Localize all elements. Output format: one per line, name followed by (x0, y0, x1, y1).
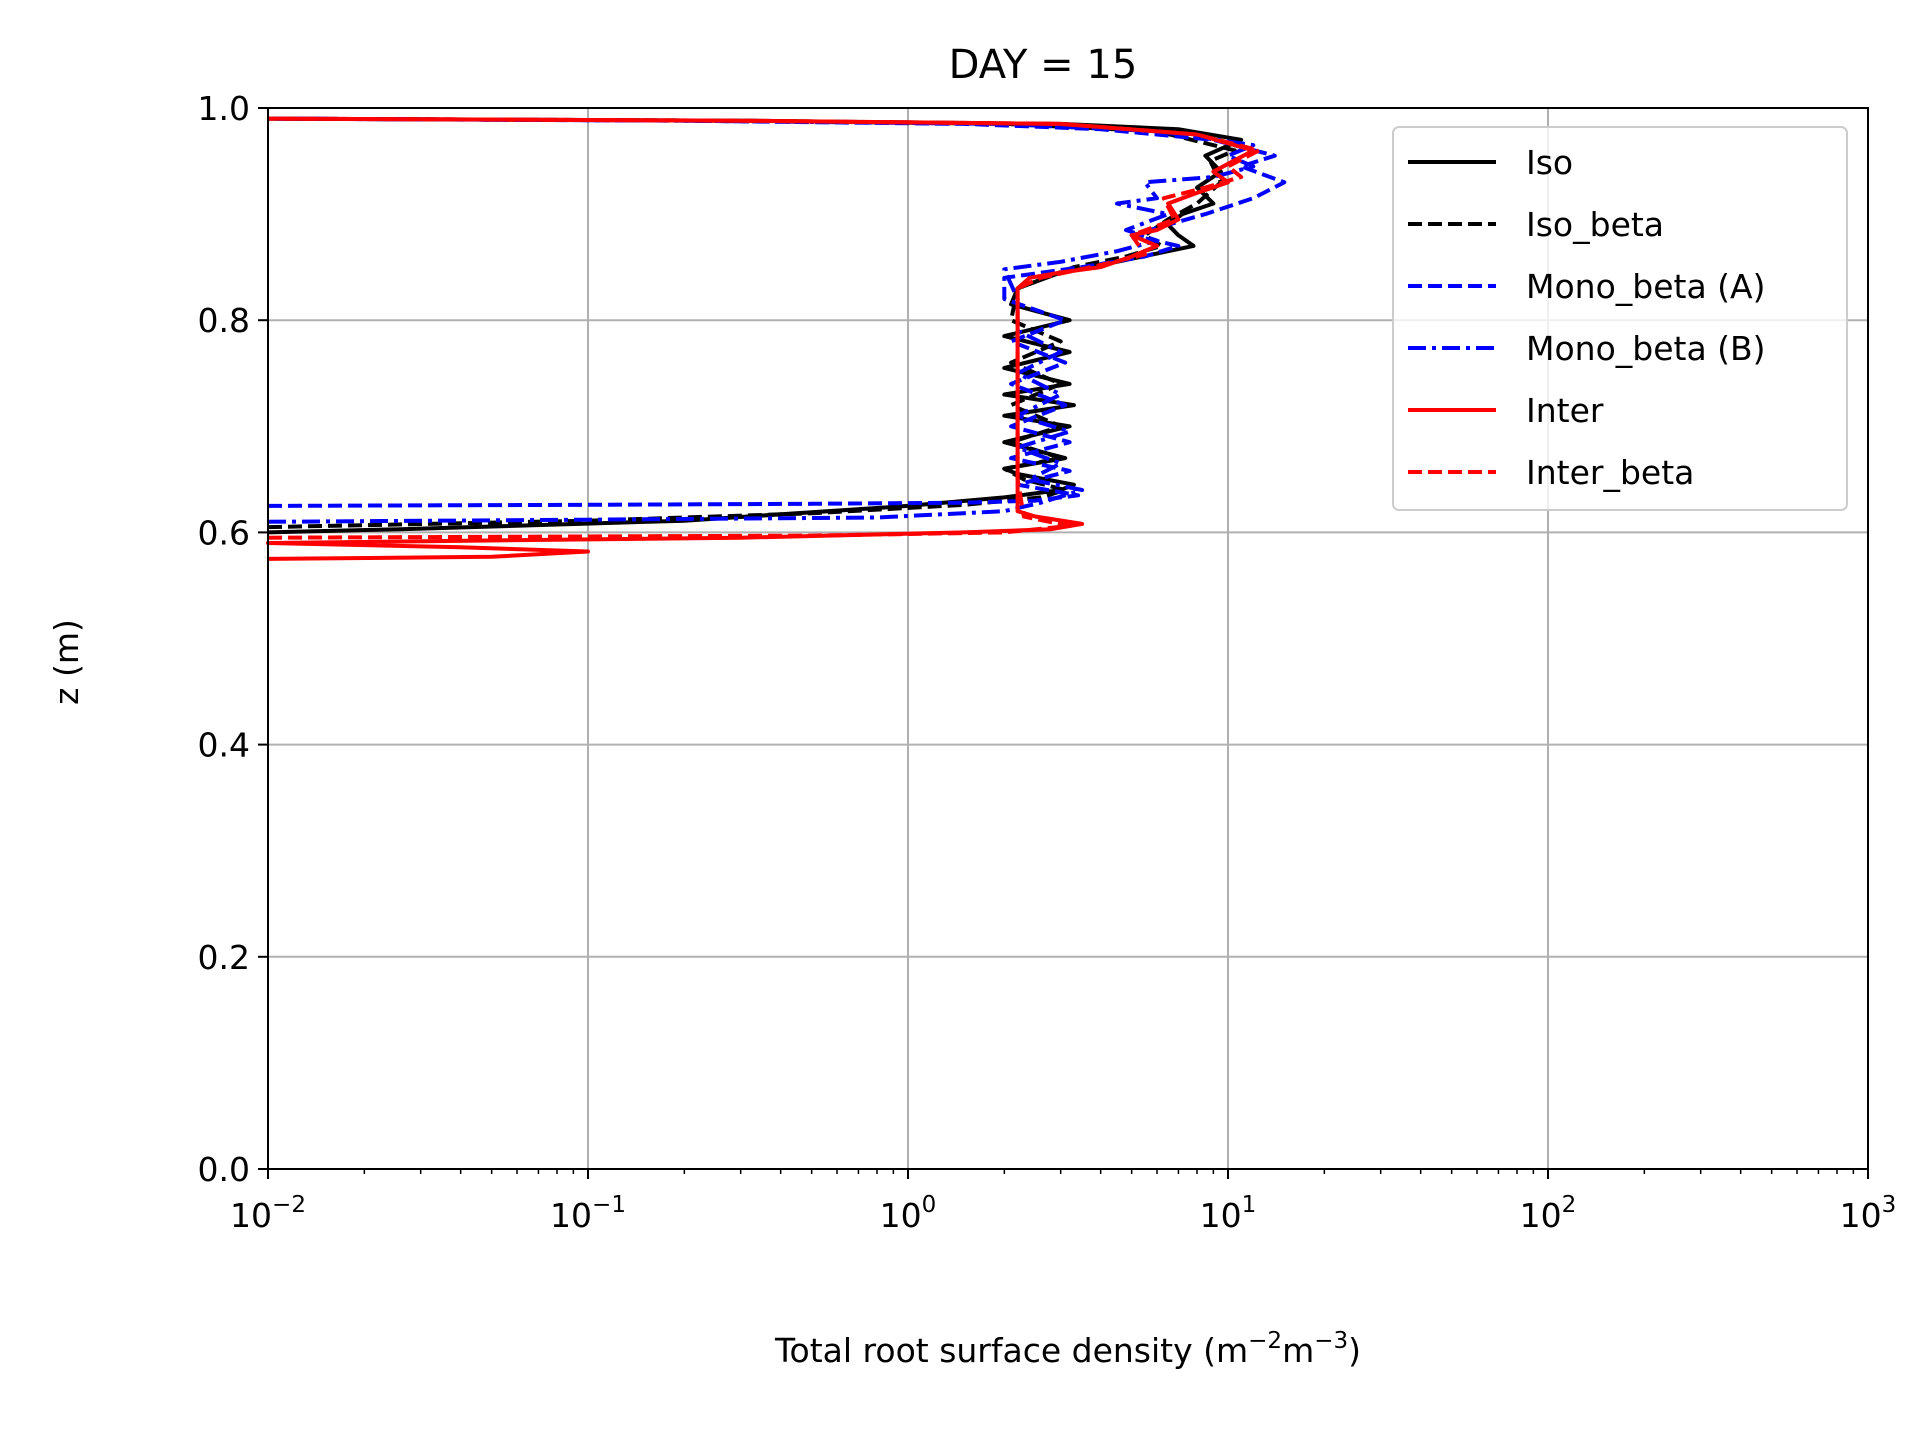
x-tick-base: 10 (230, 1196, 272, 1235)
legend-label: Iso (1526, 143, 1573, 182)
x-tick-base: 10 (1840, 1196, 1882, 1235)
x-tick-exponent: 1 (1242, 1192, 1257, 1218)
legend-label: Iso_beta (1526, 205, 1664, 244)
x-axis-label-sup: −2 (1248, 1328, 1282, 1354)
y-tick-label: 0.0 (198, 1150, 250, 1189)
x-axis-label-part: ) (1348, 1331, 1361, 1370)
x-tick-exponent: 2 (1562, 1192, 1577, 1218)
chart-title: DAY = 15 (949, 42, 1138, 88)
series-line-2 (267, 116, 1287, 508)
x-tick-base: 10 (1520, 1196, 1562, 1235)
legend-label: Inter (1526, 391, 1604, 430)
plot-frame (267, 107, 1869, 1170)
x-tick-base: 10 (1200, 1196, 1242, 1235)
x-tick-exponent: 3 (1882, 1192, 1897, 1218)
x-tick-base: 10 (550, 1196, 592, 1235)
y-tick-label: 0.6 (198, 513, 250, 552)
y-tick-label: 0.8 (198, 301, 250, 340)
legend: Iso Iso_beta Mono_beta (A) Mono_beta (B) Int… (1392, 126, 1848, 511)
x-axis-label-part: Total root surface density (m (774, 1331, 1248, 1370)
x-tick-exponent: 0 (922, 1192, 937, 1218)
series-line-5 (267, 116, 1261, 540)
x-axis-label-sup: −3 (1314, 1328, 1348, 1354)
x-tick-exponent: −2 (272, 1192, 306, 1218)
y-axis-label: z (m) (47, 619, 86, 705)
x-axis-label-part: m (1282, 1331, 1314, 1370)
x-tick-exponent: −1 (592, 1192, 626, 1218)
x-tick-label: 10−1 (550, 1192, 626, 1235)
series-line-3 (267, 116, 1256, 524)
y-axis-ticks: 0.0 0.2 0.4 0.6 0.8 1.0 (198, 89, 268, 1189)
legend-label: Mono_beta (A) (1526, 267, 1766, 306)
y-tick-label: 0.4 (198, 726, 250, 765)
x-axis-label: Total root surface density (m−2m−3) (774, 1328, 1361, 1370)
x-axis-ticks: 10−2 10−1 100 101 102 103 (230, 1169, 1896, 1235)
y-tick-label: 1.0 (198, 89, 250, 128)
x-tick-label: 101 (1200, 1192, 1257, 1235)
x-tick-label: 10−2 (230, 1192, 306, 1235)
x-tick-label: 103 (1840, 1192, 1897, 1235)
x-tick-label: 100 (880, 1192, 937, 1235)
x-tick-label: 102 (1520, 1192, 1577, 1235)
series-layer (266, 116, 1287, 561)
legend-label: Inter_beta (1526, 453, 1694, 492)
legend-label: Mono_beta (B) (1526, 329, 1766, 368)
legend-box (1392, 126, 1848, 511)
y-tick-label: 0.2 (198, 938, 250, 977)
x-tick-base: 10 (880, 1196, 922, 1235)
